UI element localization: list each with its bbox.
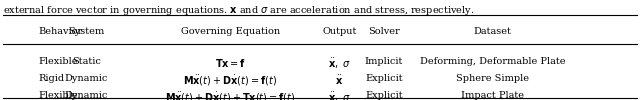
Text: $\mathbf{M}\ddot{\mathbf{x}}(t) + \mathbf{D}\dot{\mathbf{x}}(t) + \mathbf{T}\mat: $\mathbf{M}\ddot{\mathbf{x}}(t) + \mathb… [165, 91, 296, 100]
Text: Behavior: Behavior [38, 27, 83, 36]
Text: Output: Output [322, 27, 356, 36]
Text: Explicit: Explicit [365, 91, 403, 100]
Text: Solver: Solver [368, 27, 400, 36]
Text: $\mathbf{T}\mathbf{x} = \mathbf{f}$: $\mathbf{T}\mathbf{x} = \mathbf{f}$ [215, 57, 246, 69]
Text: $\mathbf{M}\ddot{\mathbf{x}}(t) + \mathbf{D}\dot{\mathbf{x}}(t) = \mathbf{f}(t)$: $\mathbf{M}\ddot{\mathbf{x}}(t) + \mathb… [184, 74, 277, 88]
Text: Rigid: Rigid [38, 74, 65, 83]
Text: Explicit: Explicit [365, 74, 403, 83]
Text: external force vector in governing equations. $\mathbf{x}$ and $\sigma$ are acce: external force vector in governing equat… [3, 4, 474, 17]
Text: $\ddot{\mathbf{x}}$: $\ddot{\mathbf{x}}$ [335, 74, 343, 87]
Text: Dynamic: Dynamic [65, 74, 108, 83]
Text: Impact Plate: Impact Plate [461, 91, 524, 100]
Text: System: System [68, 27, 104, 36]
Text: Governing Equation: Governing Equation [181, 27, 280, 36]
Text: Flexible: Flexible [38, 57, 78, 66]
Text: $\ddot{\mathbf{x}},\ \sigma$: $\ddot{\mathbf{x}},\ \sigma$ [328, 91, 351, 100]
Text: Implicit: Implicit [365, 57, 403, 66]
Text: $\ddot{\mathbf{x}},\ \sigma$: $\ddot{\mathbf{x}},\ \sigma$ [328, 57, 351, 71]
Text: Static: Static [72, 57, 101, 66]
Text: Dataset: Dataset [474, 27, 512, 36]
Text: Dynamic: Dynamic [65, 91, 108, 100]
Text: Sphere Simple: Sphere Simple [456, 74, 529, 83]
Text: Deforming, Deformable Plate: Deforming, Deformable Plate [420, 57, 566, 66]
Text: Flexible: Flexible [38, 91, 78, 100]
